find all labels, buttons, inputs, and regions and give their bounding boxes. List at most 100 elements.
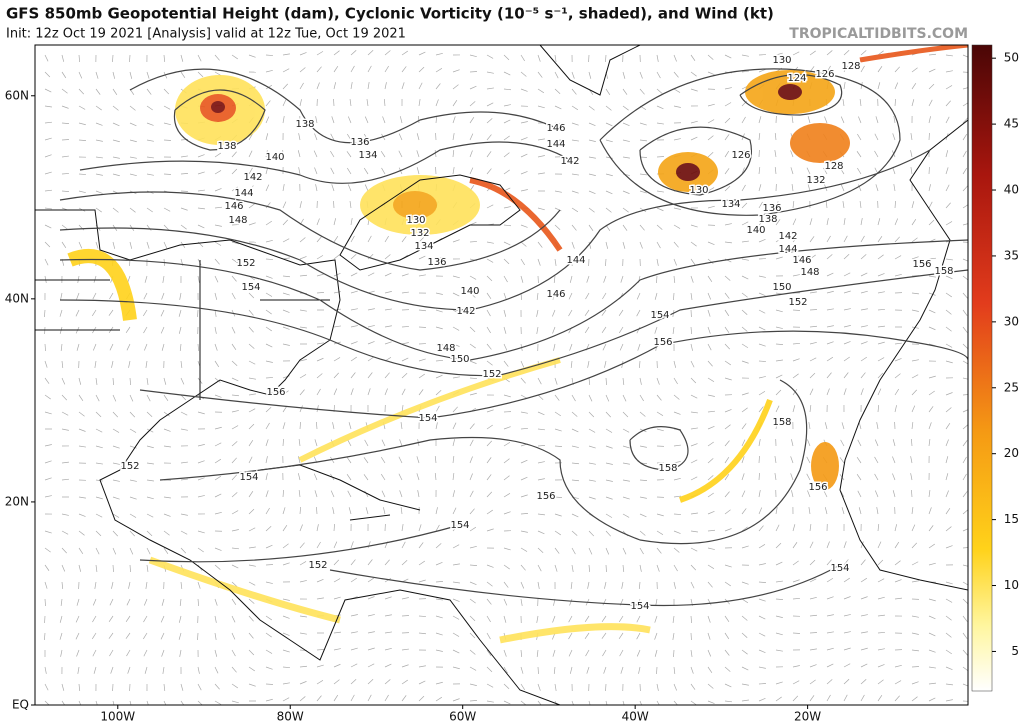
wind-barb bbox=[180, 428, 188, 431]
wind-barb bbox=[486, 528, 494, 532]
wind-barb bbox=[435, 507, 438, 515]
wind-barb bbox=[110, 666, 114, 674]
wind-barb bbox=[724, 377, 732, 381]
wind-barb bbox=[654, 615, 658, 623]
wind-barb bbox=[95, 700, 98, 705]
wind-barb bbox=[707, 119, 715, 124]
wind-barb bbox=[180, 54, 184, 62]
wind-barb bbox=[826, 50, 833, 56]
wind-barb bbox=[61, 122, 70, 124]
wind-barb bbox=[621, 581, 624, 589]
wind-barb bbox=[248, 632, 254, 639]
wind-barb bbox=[673, 444, 681, 447]
wind-barb bbox=[962, 632, 968, 639]
wind-barb bbox=[911, 218, 917, 226]
wind-barb bbox=[214, 275, 219, 283]
wind-barb bbox=[418, 326, 427, 328]
wind-barb bbox=[61, 683, 65, 691]
wind-barb bbox=[265, 439, 269, 447]
vorticity-shading bbox=[67, 45, 968, 644]
wind-barb bbox=[417, 490, 420, 498]
wind-barb bbox=[840, 184, 845, 192]
wind-barb bbox=[231, 54, 238, 60]
wind-barb bbox=[248, 222, 256, 226]
wind-barb bbox=[44, 547, 51, 553]
wind-barb bbox=[537, 478, 545, 481]
wind-barb bbox=[673, 495, 681, 498]
wind-barb bbox=[333, 631, 341, 634]
wind-barb bbox=[758, 220, 765, 226]
wind-barb bbox=[214, 547, 222, 551]
wind-barb bbox=[758, 326, 766, 331]
wind-barb bbox=[129, 377, 131, 386]
wind-barb bbox=[248, 377, 256, 380]
wind-barb bbox=[857, 167, 862, 175]
wind-barb bbox=[553, 343, 556, 351]
wind-barb bbox=[265, 507, 270, 515]
wind-barb bbox=[656, 71, 661, 79]
wind-barb bbox=[367, 694, 372, 702]
wind-barb bbox=[112, 105, 119, 111]
wind-barb bbox=[418, 680, 426, 685]
wind-barb bbox=[367, 325, 375, 328]
wind-barb bbox=[129, 496, 137, 500]
wind-barb bbox=[112, 241, 116, 249]
wind-barb bbox=[282, 238, 290, 243]
wind-barb bbox=[297, 456, 301, 464]
wind-barb bbox=[163, 88, 170, 95]
wind-barb bbox=[824, 116, 828, 124]
wind-barb bbox=[299, 615, 307, 618]
wind-barb bbox=[434, 150, 437, 158]
wind-barb bbox=[61, 241, 67, 249]
wind-barb bbox=[180, 377, 185, 385]
wind-barb bbox=[520, 494, 528, 498]
wind-barb bbox=[299, 542, 305, 549]
wind-barb bbox=[826, 631, 834, 634]
wind-barb bbox=[605, 394, 610, 402]
wind-barb bbox=[656, 241, 661, 249]
wind-barb bbox=[214, 511, 222, 515]
wind-barb bbox=[367, 235, 372, 243]
wind-barb bbox=[333, 388, 338, 396]
wind-barb bbox=[945, 292, 952, 298]
wind-barb bbox=[758, 683, 767, 685]
wind-barb bbox=[452, 326, 460, 331]
contour-label: 152 bbox=[788, 297, 807, 308]
wind-barb bbox=[537, 258, 541, 266]
wind-barb bbox=[112, 207, 119, 213]
wind-barb bbox=[843, 308, 851, 311]
wind-barb bbox=[945, 699, 953, 702]
wind-barb bbox=[197, 275, 200, 283]
wind-barb bbox=[282, 390, 289, 396]
wind-barb bbox=[380, 473, 386, 481]
wind-barb bbox=[568, 632, 573, 640]
wind-barb bbox=[248, 309, 254, 316]
wind-barb bbox=[911, 359, 919, 362]
wind-barb bbox=[892, 473, 896, 481]
wind-barb bbox=[928, 68, 936, 73]
wind-barb bbox=[673, 530, 681, 534]
wind-barb bbox=[265, 150, 268, 158]
wind-barb bbox=[399, 116, 403, 124]
wind-barb bbox=[486, 666, 493, 673]
contour-label: 142 bbox=[560, 156, 579, 167]
wind-barb bbox=[350, 341, 358, 345]
wind-barb bbox=[44, 700, 50, 705]
wind-barb bbox=[571, 139, 579, 142]
wind-barb bbox=[826, 679, 833, 685]
wind-barb bbox=[877, 648, 885, 651]
wind-barb bbox=[401, 291, 409, 294]
wind-barb bbox=[928, 292, 936, 296]
wind-barb bbox=[401, 559, 408, 566]
wind-barb bbox=[316, 255, 324, 260]
wind-barb bbox=[520, 71, 527, 77]
wind-barb bbox=[416, 167, 420, 175]
wind-barb bbox=[690, 581, 695, 589]
wind-barb bbox=[180, 360, 183, 368]
wind-barb bbox=[125, 632, 131, 639]
wind-barb bbox=[945, 581, 953, 585]
wind-barb bbox=[44, 581, 48, 589]
wind-barb bbox=[945, 343, 953, 348]
wind-barb bbox=[673, 258, 677, 266]
wind-barb bbox=[639, 190, 647, 194]
